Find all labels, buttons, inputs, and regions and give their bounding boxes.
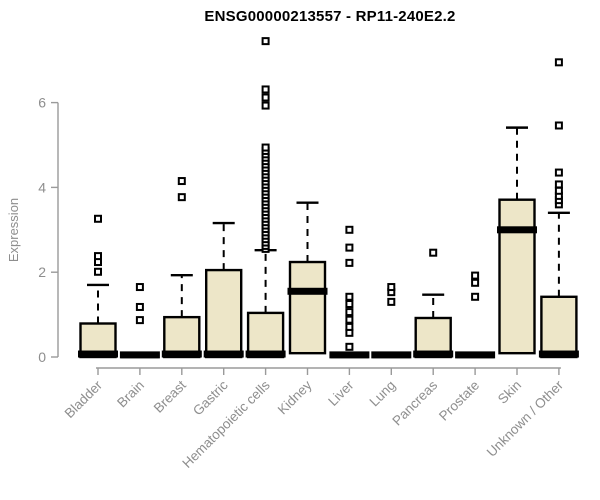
outlier-point (261, 93, 270, 102)
outlier-point (261, 85, 270, 94)
median-line (161, 350, 202, 358)
median-line (329, 351, 370, 359)
outlier-point (345, 243, 354, 252)
outlier-point (177, 177, 186, 186)
outlier-point (554, 186, 563, 195)
box (498, 198, 536, 355)
x-tick-label: Pancreas (389, 377, 440, 428)
outlier-point (177, 193, 186, 202)
x-tick-label: Gastric (190, 377, 231, 418)
outlier-point (345, 292, 354, 301)
outlier-point (554, 168, 563, 177)
median-line (371, 351, 412, 359)
x-tick-label: Bladder (62, 377, 106, 421)
outlier-point (429, 248, 438, 257)
box (540, 295, 578, 359)
outlier-point (261, 37, 270, 46)
outlier-point (554, 180, 563, 189)
outlier-point (261, 101, 270, 110)
box (414, 316, 452, 359)
outlier-point (345, 342, 354, 351)
outlier-point (135, 283, 144, 292)
median-line (497, 226, 537, 234)
outlier-point (387, 283, 396, 292)
outlier-point (135, 302, 144, 311)
median-line (287, 287, 328, 295)
outlier-point (471, 271, 480, 280)
x-tick-label: Lung (367, 378, 399, 410)
outlier-point (345, 322, 354, 331)
outlier-point (94, 267, 102, 276)
y-tick-label: 2 (38, 264, 46, 280)
y-tick-label: 6 (38, 95, 46, 111)
x-tick-label: Brain (114, 378, 147, 411)
median-line (413, 350, 454, 358)
median-line (203, 350, 244, 358)
outlier-point (94, 214, 102, 223)
outlier-point (345, 315, 354, 324)
outlier-point (345, 300, 354, 308)
outlier-point (94, 252, 102, 261)
outlier-point (554, 58, 563, 67)
median-line (455, 351, 496, 359)
outlier-point (387, 297, 396, 306)
x-tick-label: Liver (325, 377, 357, 409)
x-tick-label: Skin (495, 378, 524, 407)
chart-title: ENSG00000213557 - RP11-240E2.2 (204, 8, 456, 25)
median-line (538, 350, 579, 358)
outlier-point (471, 278, 480, 287)
outlier-point (554, 121, 563, 130)
x-tick-label: Breast (151, 377, 189, 415)
box (204, 268, 243, 359)
outlier-point (345, 225, 354, 234)
median-line (78, 350, 118, 358)
x-tick-label: Prostate (436, 378, 482, 424)
median-line (119, 351, 160, 359)
x-tick-label: Unknown / Other (484, 377, 567, 460)
outlier-point (345, 308, 354, 317)
outlier-point (345, 258, 354, 267)
outlier-point (261, 143, 270, 152)
box (246, 311, 285, 359)
y-tick-label: 0 (38, 349, 46, 365)
box (288, 260, 327, 355)
outlier-point (135, 316, 144, 325)
median-line (245, 350, 286, 358)
x-tick-label: Kidney (275, 377, 315, 417)
y-tick-label: 4 (38, 179, 46, 195)
outlier-point (471, 292, 480, 301)
